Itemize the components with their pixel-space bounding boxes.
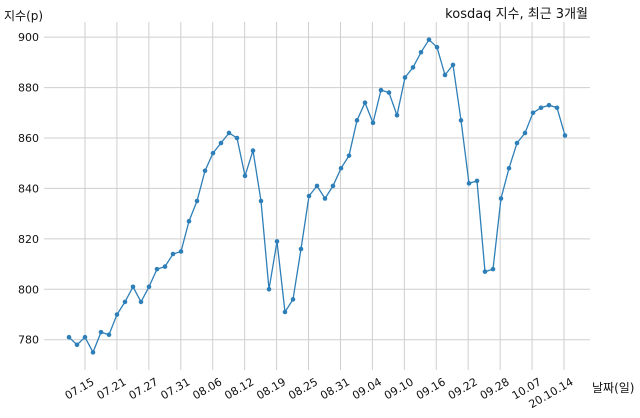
x-tick-label: 07.21 — [95, 375, 129, 402]
y-tick-label: 780 — [18, 334, 39, 347]
data-point — [154, 266, 160, 272]
data-point — [82, 334, 88, 340]
y-axis: 780 800 820 840 860 880 900 — [18, 31, 39, 347]
data-point — [98, 329, 104, 335]
data-point — [74, 342, 80, 348]
data-point — [282, 309, 288, 315]
y-tick-label: 840 — [18, 182, 39, 195]
y-tick-label: 880 — [18, 82, 39, 95]
data-point — [346, 153, 352, 158]
data-point — [130, 284, 136, 290]
data-point — [146, 284, 152, 290]
data-point — [450, 62, 456, 68]
data-point — [498, 196, 504, 201]
data-point — [290, 297, 296, 302]
data-point — [474, 178, 480, 184]
data-point — [194, 198, 200, 204]
x-tick-label: 08.25 — [286, 375, 320, 402]
data-point — [362, 100, 368, 105]
data-point — [330, 183, 336, 189]
data-point — [122, 299, 128, 305]
data-point — [170, 251, 176, 257]
chart-title: kosdaq 지수, 최근 3개월 — [445, 7, 588, 22]
grid — [44, 22, 590, 370]
data-point — [442, 72, 448, 78]
data-point — [434, 44, 440, 50]
data-point — [322, 196, 328, 201]
x-tick-label: 09.28 — [478, 375, 512, 402]
y-tick-label: 800 — [18, 283, 39, 296]
data-point — [410, 65, 416, 70]
data-point — [466, 181, 472, 186]
x-tick-label: 09.16 — [414, 375, 448, 402]
data-point — [530, 110, 536, 116]
data-point — [298, 246, 304, 252]
y-axis-title: 지수(p) — [4, 9, 43, 23]
data-point — [354, 118, 360, 123]
data-point — [418, 49, 424, 55]
data-point — [250, 148, 256, 153]
data-point — [378, 87, 384, 93]
data-point — [546, 102, 552, 108]
data-point — [338, 165, 344, 171]
x-tick-label: 07.31 — [159, 375, 193, 402]
data-point — [226, 130, 232, 136]
data-point — [274, 239, 280, 244]
data-point — [306, 193, 312, 199]
series-line — [68, 38, 566, 354]
x-tick-label: 09.10 — [382, 375, 416, 402]
data-point — [506, 165, 512, 171]
y-tick-label: 820 — [18, 233, 39, 246]
x-axis-title: 날짜(일) — [592, 381, 634, 395]
x-tick-label: 08.12 — [222, 375, 256, 402]
data-point — [210, 150, 216, 156]
data-point — [402, 75, 408, 80]
x-tick-label: 07.15 — [63, 375, 97, 402]
y-tick-label: 860 — [18, 132, 39, 145]
data-point — [522, 130, 528, 136]
data-point — [314, 183, 320, 189]
data-point — [202, 168, 208, 174]
data-point — [514, 140, 520, 146]
x-tick-label: 07.27 — [127, 375, 161, 402]
data-point — [66, 334, 72, 340]
data-point — [562, 133, 568, 138]
data-point — [162, 264, 168, 269]
data-point — [266, 287, 272, 292]
data-point — [394, 113, 400, 118]
x-axis: 07.1507.2107.2707.3108.0608.1208.1908.25… — [63, 375, 576, 411]
x-tick-label: 08.06 — [190, 375, 224, 402]
data-point — [258, 198, 264, 204]
data-point — [186, 218, 192, 224]
data-point — [178, 249, 184, 254]
data-point — [538, 105, 544, 111]
x-tick-label: 08.31 — [318, 375, 352, 402]
data-point — [218, 140, 224, 146]
data-points — [66, 37, 568, 355]
data-point — [554, 105, 560, 111]
x-tick-label: 09.04 — [350, 375, 384, 402]
data-point — [106, 332, 112, 337]
data-point — [234, 135, 240, 141]
data-point — [458, 118, 464, 123]
data-point — [482, 269, 488, 274]
y-tick-label: 900 — [18, 31, 39, 44]
x-tick-label: 08.19 — [254, 375, 288, 402]
data-point — [490, 266, 496, 272]
data-point — [426, 37, 432, 42]
data-point — [370, 120, 376, 126]
data-point — [90, 350, 96, 355]
data-point — [242, 173, 248, 179]
x-tick-label: 09.22 — [446, 375, 480, 402]
data-point — [138, 299, 144, 305]
data-point — [114, 312, 120, 317]
data-point — [386, 90, 392, 95]
